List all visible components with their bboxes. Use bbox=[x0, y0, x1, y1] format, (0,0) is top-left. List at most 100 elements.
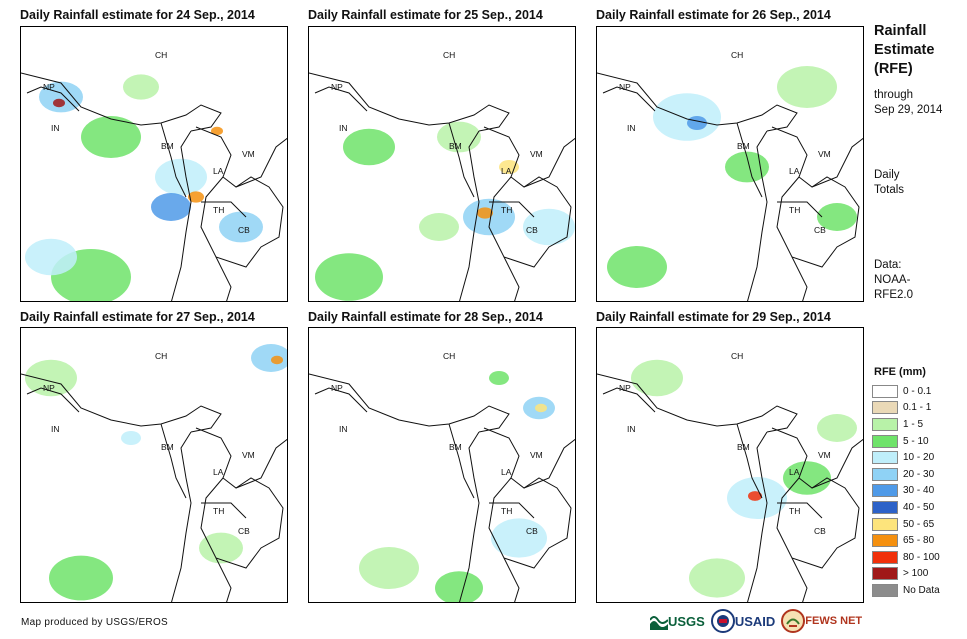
rainfall-area bbox=[81, 116, 141, 158]
legend-item: 50 - 65 bbox=[872, 516, 940, 533]
sidebar-title-line: (RFE) bbox=[874, 61, 913, 77]
legend-item: 1 - 5 bbox=[872, 416, 940, 433]
country-label-th: TH bbox=[789, 506, 800, 516]
usgs-logo-text: USGS bbox=[668, 613, 705, 629]
legend-label: 40 - 50 bbox=[903, 501, 935, 513]
country-border bbox=[26, 387, 80, 413]
legend-label: 5 - 10 bbox=[903, 435, 929, 447]
panel-title-4: Daily Rainfall estimate for 27 Sep., 201… bbox=[20, 310, 255, 324]
country-label-in: IN bbox=[339, 424, 348, 434]
country-label-in: IN bbox=[51, 424, 60, 434]
country-border bbox=[776, 176, 860, 268]
country-label-np: NP bbox=[619, 82, 631, 92]
footer-credit: Map produced by USGS/EROS bbox=[21, 617, 169, 628]
country-label-th: TH bbox=[501, 205, 512, 215]
legend-swatch bbox=[872, 484, 898, 498]
country-border bbox=[314, 387, 368, 413]
country-label-la: LA bbox=[501, 467, 512, 477]
sidebar-data-line: Data: bbox=[874, 259, 902, 271]
country-border bbox=[602, 86, 656, 112]
country-border bbox=[602, 387, 656, 413]
legend-item: No Data bbox=[872, 582, 940, 599]
country-border bbox=[747, 130, 768, 301]
country-border bbox=[215, 256, 232, 301]
rainfall-area bbox=[121, 431, 141, 445]
rainfall-area bbox=[631, 359, 683, 397]
country-border bbox=[200, 477, 284, 569]
sidebar-title-line: Estimate bbox=[874, 42, 935, 58]
country-label-ch: CH bbox=[443, 351, 455, 361]
rainfall-area bbox=[607, 246, 667, 288]
rainfall-area bbox=[817, 414, 857, 442]
rainfall-area bbox=[251, 344, 287, 372]
country-label-cb: CB bbox=[238, 526, 250, 536]
map-panel-2: CH NP IN BM LA VM TH CB bbox=[308, 26, 576, 302]
country-border bbox=[459, 431, 480, 602]
fewsnet-logo-text: FEWS NET bbox=[805, 615, 863, 627]
usgs-logo: USGS bbox=[650, 612, 705, 630]
rainfall-area bbox=[689, 558, 745, 598]
legend-swatch bbox=[872, 384, 898, 398]
legend-item: 80 - 100 bbox=[872, 549, 940, 566]
legend-swatch bbox=[872, 567, 898, 581]
usgs-wave-icon bbox=[650, 616, 668, 630]
country-label-bm: BM bbox=[737, 442, 750, 452]
country-label-la: LA bbox=[501, 166, 512, 176]
rainfall-area bbox=[211, 126, 223, 136]
rainfall-area bbox=[535, 403, 547, 413]
rainfall-map: CH NP IN BM LA VM TH CB bbox=[597, 50, 863, 301]
panel-title-5: Daily Rainfall estimate for 28 Sep., 201… bbox=[308, 310, 543, 324]
sidebar-through-line: Sep 29, 2014 bbox=[874, 104, 943, 116]
country-border bbox=[26, 86, 80, 112]
country-border bbox=[489, 201, 535, 218]
country-label-np: NP bbox=[331, 383, 343, 393]
map-panel-6: CH NP IN BM LA VM TH CB bbox=[596, 327, 864, 603]
rainfall-area bbox=[817, 203, 857, 231]
sidebar-data-line: NOAA- bbox=[874, 274, 911, 286]
legend-item: 30 - 40 bbox=[872, 483, 940, 500]
country-border bbox=[777, 201, 823, 218]
country-border bbox=[489, 502, 535, 519]
rainfall-area bbox=[315, 253, 383, 301]
legend-label: > 100 bbox=[903, 568, 929, 580]
country-label-th: TH bbox=[789, 205, 800, 215]
country-label-in: IN bbox=[627, 123, 636, 133]
country-label-vm: VM bbox=[818, 149, 831, 159]
country-label-cb: CB bbox=[526, 526, 538, 536]
country-label-bm: BM bbox=[449, 442, 462, 452]
country-border bbox=[171, 431, 192, 602]
legend-swatch bbox=[872, 517, 898, 531]
rainfall-area bbox=[49, 555, 113, 601]
country-label-la: LA bbox=[789, 166, 800, 176]
legend-swatch bbox=[872, 534, 898, 548]
country-border bbox=[488, 477, 572, 569]
legend-label: 50 - 65 bbox=[903, 518, 935, 530]
country-border bbox=[483, 126, 575, 188]
rainfall-area bbox=[359, 547, 419, 589]
country-border bbox=[791, 256, 808, 301]
rainfall-area bbox=[783, 461, 831, 495]
country-border bbox=[503, 557, 520, 602]
country-label-bm: BM bbox=[449, 141, 462, 151]
country-border bbox=[771, 427, 863, 489]
country-label-cb: CB bbox=[238, 225, 250, 235]
rainfall-map: CH NP IN BM LA VM TH CB bbox=[597, 351, 863, 602]
country-label-np: NP bbox=[331, 82, 343, 92]
rainfall-area bbox=[777, 66, 837, 108]
country-border bbox=[483, 427, 575, 489]
rainfall-map: CH NP IN BM LA VM TH CB bbox=[21, 344, 287, 602]
country-label-la: LA bbox=[213, 166, 224, 176]
country-label-th: TH bbox=[501, 506, 512, 516]
country-border bbox=[201, 502, 247, 519]
legend-label: 1 - 5 bbox=[903, 418, 924, 430]
legend-label: 10 - 20 bbox=[903, 452, 935, 464]
rainfall-area bbox=[188, 191, 204, 203]
country-label-vm: VM bbox=[242, 450, 255, 460]
map-panel-1: CH NP IN BM LA VM TH CB bbox=[20, 26, 288, 302]
map-panel-4: CH NP IN BM LA VM TH CB bbox=[20, 327, 288, 603]
country-label-np: NP bbox=[619, 383, 631, 393]
country-border bbox=[488, 176, 572, 268]
country-label-th: TH bbox=[213, 506, 224, 516]
country-border bbox=[448, 122, 475, 198]
legend-item: 20 - 30 bbox=[872, 466, 940, 483]
